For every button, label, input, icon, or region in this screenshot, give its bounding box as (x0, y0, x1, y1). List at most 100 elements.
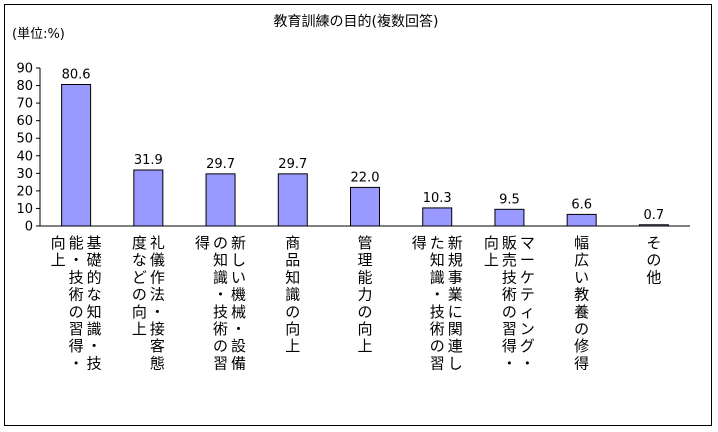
category-label-char: 得 (69, 337, 84, 355)
category-label-char: 技 (69, 268, 84, 286)
unit-label: (単位:%) (12, 26, 65, 42)
y-tick-label: 10 (16, 202, 33, 217)
category-label-char: 備 (231, 354, 246, 372)
category-label-char: に (448, 303, 463, 321)
category-label-char: 得 (195, 234, 210, 252)
category-label-char: 識 (285, 286, 300, 304)
category-label-char: 向 (132, 303, 147, 321)
category-label-char: の (213, 337, 228, 355)
y-tick-label: 70 (16, 97, 33, 112)
bar (350, 186, 380, 227)
category-label-char: ・ (231, 320, 246, 338)
value-labels: 80.6 31.9 29.7 29.7 22.0 10.3 9.5 6.6 0.7 (62, 68, 665, 223)
category-label-char: 向 (51, 234, 66, 252)
category-label-char: 技 (502, 268, 517, 286)
category-label-char: 習 (502, 320, 517, 338)
category-label-char: ー (520, 251, 535, 269)
category-label-char: 技 (87, 354, 102, 372)
category-label-char: そ (646, 234, 661, 252)
category-label-char: の (574, 320, 589, 338)
y-tick-label: 80 (16, 79, 33, 94)
category-label-char: 術 (430, 320, 445, 338)
value-label: 9.5 (499, 192, 520, 207)
category-label-char: ・ (87, 337, 102, 355)
category-label-char: 得 (412, 234, 427, 252)
y-tick-label: 60 (16, 114, 33, 129)
category-label-char: 上 (484, 251, 499, 269)
category-label-char: 客 (150, 337, 165, 355)
category-label-char: 上 (51, 251, 66, 269)
category-label-char: 儀 (150, 251, 165, 269)
bar (494, 208, 525, 227)
category-label-char: し (448, 354, 463, 372)
bars (61, 84, 669, 227)
y-tick-label: 40 (16, 149, 33, 164)
category-labels: 基礎的な知識・技能・技術の習得・向上礼儀作法・接客態度などの向上新しい機械・設備… (51, 234, 662, 372)
value-label: 10.3 (423, 191, 452, 206)
category-label-char: 売 (502, 251, 517, 269)
y-tick-label: 90 (16, 62, 33, 77)
value-label: 80.6 (62, 68, 91, 83)
category-label-char: 習 (213, 354, 228, 372)
category-label-char: 新 (448, 234, 463, 252)
category-label-char: テ (520, 286, 535, 304)
category-label-char: 知 (285, 268, 300, 286)
category-label-char: 新 (231, 234, 246, 252)
category-label-char: 向 (285, 320, 300, 338)
value-label: 29.7 (278, 157, 307, 172)
chart-title: 教育訓練の目的(複数回答) (274, 13, 439, 30)
category-label-char: ・ (69, 251, 84, 269)
category-label-char: 設 (231, 337, 246, 355)
category-label-char: 知 (87, 303, 102, 321)
category-label-char: 械 (231, 303, 246, 321)
category-label-char: の (430, 337, 445, 355)
bar (205, 173, 236, 227)
category-label-char: 識 (213, 268, 228, 286)
category-label-char: 的 (87, 268, 102, 286)
category-label-char: 商 (285, 234, 300, 252)
category-label-char: し (231, 251, 246, 269)
category-label-char: ・ (502, 354, 517, 372)
category-label-char: 技 (430, 303, 445, 321)
bar (638, 224, 669, 227)
y-tick-label: 0 (25, 220, 33, 235)
category-label-char: ・ (69, 354, 84, 372)
category-label-char: 習 (430, 354, 445, 372)
category-label-char: 規 (448, 251, 463, 269)
category-label-char: 力 (357, 286, 372, 304)
category-label-char: ン (520, 320, 535, 338)
category-label-char: 識 (430, 268, 445, 286)
category-label-char: の (213, 234, 228, 252)
category-label-char: 知 (430, 251, 445, 269)
category-label-char: 技 (213, 303, 228, 321)
category-label-char: 術 (213, 320, 228, 338)
category-label-char: 事 (448, 268, 463, 286)
category-label-char: の (357, 303, 372, 321)
category-label-char: 能 (69, 234, 84, 252)
bar (422, 207, 453, 227)
category-label-char: ど (132, 268, 147, 286)
category-label-char: 得 (502, 337, 517, 355)
category-label-char: 販 (502, 234, 517, 252)
category-label-char: 幅 (574, 234, 589, 252)
category-label-char: い (574, 268, 589, 286)
category-label-char: 向 (357, 320, 372, 338)
category-label-char: ィ (520, 303, 535, 321)
category-label-char: ・ (213, 286, 228, 304)
category-label-char: の (132, 286, 147, 304)
category-label-char: の (646, 251, 661, 269)
y-tick-label: 50 (16, 132, 33, 147)
category-label-char: な (132, 251, 147, 269)
value-label: 0.7 (644, 208, 665, 223)
category-label-char: 関 (448, 320, 463, 338)
category-label-char: 業 (448, 286, 463, 304)
category-label-char: 機 (231, 286, 246, 304)
category-label-char: 術 (502, 286, 517, 304)
category-label-char: 他 (646, 268, 661, 286)
